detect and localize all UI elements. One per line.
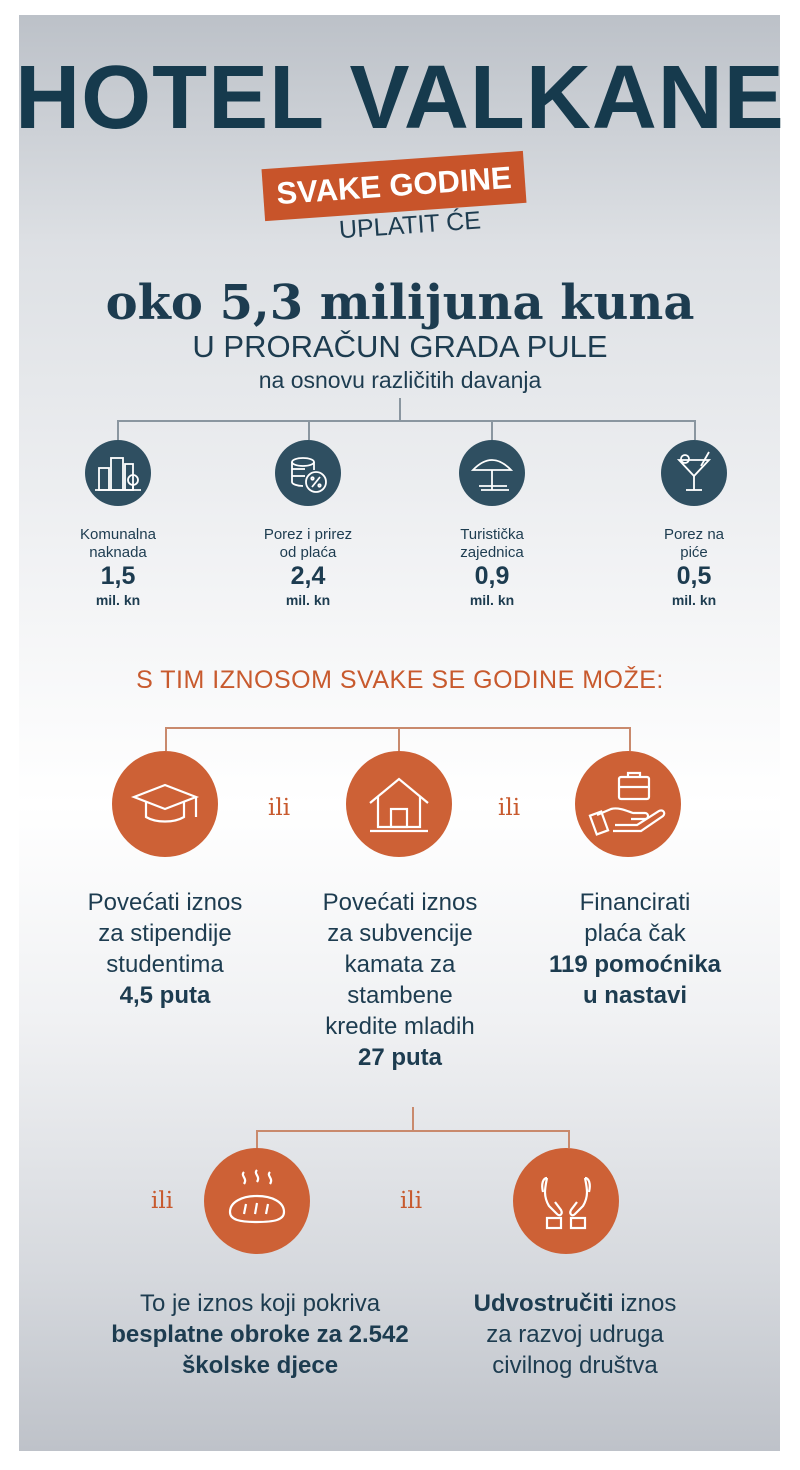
tax-unit: mil. kn <box>285 592 331 608</box>
or-label: ili <box>400 1188 423 1214</box>
tree-connector <box>694 420 696 440</box>
page-title: HOTEL VALKANE <box>15 48 785 148</box>
tax-label: Porez i prirez od plaća <box>263 526 353 561</box>
basis-label: na osnovu različitih davanja <box>258 367 542 393</box>
option-meals: To je iznos koji pokriva besplatne obrok… <box>111 1290 409 1379</box>
tree-connector <box>165 727 167 751</box>
section-heading: S TIM IZNOSOM SVAKE SE GODINE MOŽE: <box>136 666 664 694</box>
tax-value: 0,9 <box>474 562 510 590</box>
hand-briefcase-icon <box>575 751 681 857</box>
tree-connector <box>117 420 119 440</box>
tax-unit: mil. kn <box>671 592 717 608</box>
tree-connector <box>256 1130 258 1148</box>
tax-value: 0,5 <box>676 562 712 590</box>
tree-connector <box>256 1130 570 1132</box>
option-assistants: Financirati plaća čak 119 pomoćnika u na… <box>548 889 722 1009</box>
city-buildings-icon <box>85 440 151 506</box>
cocktail-glass-icon <box>661 440 727 506</box>
coins-percent-icon <box>275 440 341 506</box>
tree-connector <box>398 727 400 751</box>
tree-connector <box>412 1107 414 1132</box>
caring-hands-icon <box>513 1148 619 1254</box>
house-icon <box>346 751 452 857</box>
tree-connector <box>117 420 696 422</box>
or-label: ili <box>268 795 291 821</box>
tree-connector <box>629 727 631 751</box>
tax-value: 2,4 <box>290 562 326 590</box>
tax-unit: mil. kn <box>95 592 141 608</box>
or-label: ili <box>151 1188 174 1214</box>
option-associations: Udvostručiti iznos za razvoj udruga civi… <box>473 1290 677 1379</box>
tax-unit: mil. kn <box>469 592 515 608</box>
tree-connector <box>308 420 310 440</box>
budget-label: U PRORAČUN GRADA PULE <box>192 329 608 364</box>
tax-label: Turistička zajednica <box>460 526 524 561</box>
bread-icon <box>204 1148 310 1254</box>
or-label: ili <box>498 795 521 821</box>
tree-connector <box>491 420 493 440</box>
total-amount: oko 5,3 milijuna kuna <box>105 275 695 331</box>
tax-label: Komunalna naknada <box>80 526 156 561</box>
tax-label: Porez na piće <box>663 526 725 561</box>
graduation-cap-icon <box>112 751 218 857</box>
tax-value: 1,5 <box>100 562 136 590</box>
option-scholarships: Povećati iznos za stipendije studentima … <box>87 889 243 1009</box>
option-housing: Povećati iznos za subvencije kamata za s… <box>322 889 478 1071</box>
tree-connector <box>399 398 401 420</box>
tree-connector <box>568 1130 570 1148</box>
beach-umbrella-icon <box>459 440 525 506</box>
